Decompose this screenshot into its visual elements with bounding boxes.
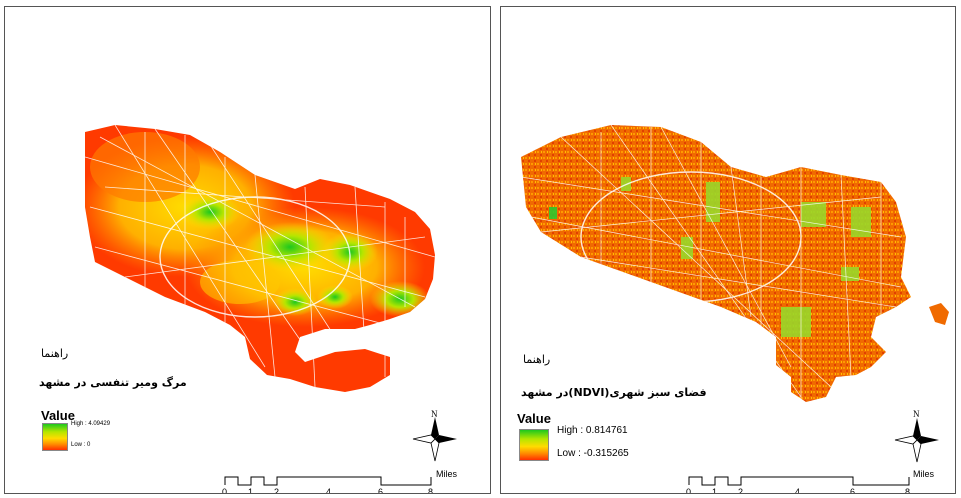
scale-tick: 4 [326, 487, 332, 494]
mortality-map-canvas [85, 125, 435, 392]
respiratory-mortality-map-panel: راهنما مرگ ومیر تنفسی در مشهد Value High… [4, 6, 491, 494]
legend-title: Value [41, 408, 75, 423]
ndvi-map-canvas [521, 125, 949, 402]
legend-color-ramp [519, 429, 549, 461]
map-title: فضای سبز شهری(NDVI)در مشهد [521, 386, 707, 399]
legend-high-label: High : 0.814761 [557, 425, 628, 436]
scale-unit: Miles [436, 469, 458, 479]
legend-low-label: Low : -0.315265 [557, 448, 629, 459]
map-title: مرگ ومیر تنفسی در مشهد [39, 376, 187, 389]
guide-label: راهنما [523, 353, 551, 366]
mortality-surface [85, 125, 435, 392]
legend-color-ramp [42, 423, 68, 451]
scale-tick: 2 [738, 487, 744, 494]
legend-low-label: Low : 0 [71, 442, 91, 448]
scale-tick: 0 [222, 487, 228, 494]
guide-label: راهنما [41, 347, 69, 360]
ndvi-green-space-map-panel: راهنما فضای سبز شهری(NDVI)در مشهد Value … [500, 6, 956, 494]
road-network [85, 125, 435, 388]
scale-tick: 8 [428, 487, 434, 494]
scale-unit: Miles [913, 469, 935, 479]
north-letter: N [431, 409, 438, 419]
scale-tick: 2 [274, 487, 280, 494]
legend-high-label: High : 4.09429 [71, 421, 111, 427]
north-letter: N [913, 409, 920, 419]
scale-tick: 6 [850, 487, 856, 494]
scale-tick: 1 [248, 487, 254, 494]
scale-tick: 6 [378, 487, 384, 494]
scale-tick: 1 [712, 487, 718, 494]
scale-tick: 4 [795, 487, 801, 494]
scale-tick: 0 [686, 487, 692, 494]
scale-tick: 8 [905, 487, 911, 494]
legend-title: Value [517, 411, 551, 426]
